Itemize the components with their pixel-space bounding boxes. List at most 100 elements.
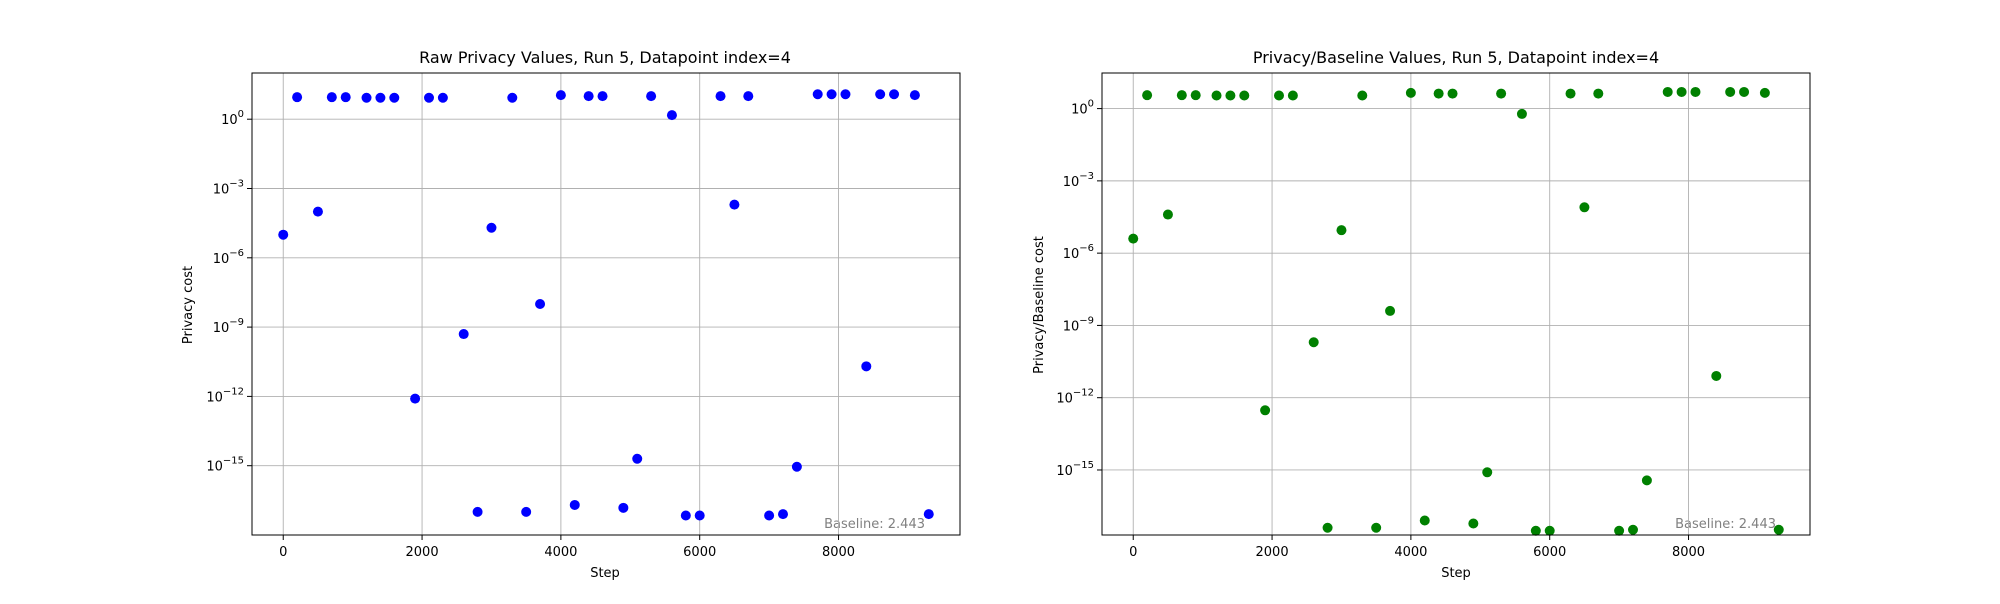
data-point (361, 92, 372, 103)
data-point (1260, 405, 1271, 416)
data-point (1725, 86, 1736, 97)
data-point (1516, 108, 1527, 119)
data-point (889, 89, 900, 100)
data-point (1759, 87, 1770, 98)
data-point (680, 510, 691, 521)
x-axis-ticks: 0 2000 4000 6000 8000 (279, 535, 855, 560)
data-point (1142, 90, 1153, 101)
data-point (1371, 522, 1382, 533)
data-point (1128, 233, 1139, 244)
y-axis-label: Privacy cost (181, 266, 196, 344)
data-point (1239, 90, 1250, 101)
data-point (1357, 90, 1368, 101)
chart-title: Privacy/Baseline Values, Run 5, Datapoin… (1253, 48, 1659, 67)
data-point (410, 393, 421, 404)
data-point (778, 509, 788, 520)
data-point (326, 92, 337, 103)
data-point (1225, 90, 1236, 101)
data-points (278, 89, 934, 521)
data-point (923, 509, 934, 520)
data-point (1739, 86, 1750, 97)
chart-title: Raw Privacy Values, Run 5, Datapoint ind… (419, 48, 791, 67)
data-point (1433, 88, 1444, 99)
data-point (278, 229, 289, 240)
plot-frame (251, 72, 961, 536)
data-point (375, 92, 386, 103)
data-point (909, 90, 920, 101)
data-point (535, 299, 546, 309)
data-point (729, 199, 740, 210)
data-point (1496, 88, 1507, 99)
data-point (555, 90, 566, 101)
data-point (694, 510, 705, 521)
y-tick-label: 10−12 (1056, 388, 1094, 407)
data-point (1773, 524, 1784, 535)
data-point (1565, 88, 1576, 99)
y-tick-label: 10−15 (206, 456, 244, 475)
y-tick-label: 10−9 (213, 317, 244, 336)
data-point (1641, 475, 1652, 486)
data-point (826, 89, 837, 100)
data-point (1662, 86, 1673, 97)
data-point (715, 91, 726, 102)
data-point (569, 499, 580, 510)
data-point (1176, 90, 1187, 101)
x-tick-label: 8000 (1672, 545, 1705, 560)
data-point (340, 92, 351, 103)
data-point (1405, 87, 1416, 98)
data-point (1579, 202, 1590, 213)
baseline-annotation: Baseline: 2.443 (1675, 517, 1776, 532)
data-point (1530, 525, 1541, 536)
y-tick-label: 10−6 (1063, 243, 1094, 262)
x-tick-label: 6000 (683, 545, 716, 560)
x-tick-label: 6000 (1533, 545, 1566, 560)
x-tick-label: 0 (279, 545, 287, 560)
data-points (1128, 86, 1784, 536)
privacy-baseline-panel: Privacy/Baseline Values, Run 5, Datapoin… (1032, 48, 1811, 581)
data-point (597, 91, 608, 102)
data-point (312, 206, 323, 217)
data-point (1385, 305, 1396, 316)
data-point (1322, 522, 1333, 533)
x-axis-ticks: 0 2000 4000 6000 8000 (1129, 535, 1705, 560)
baseline-annotation: Baseline: 2.443 (824, 517, 925, 532)
data-point (486, 222, 497, 233)
x-axis-label: Step (1441, 566, 1471, 581)
x-tick-label: 4000 (1394, 545, 1427, 560)
x-tick-label: 0 (1129, 545, 1137, 560)
data-point (666, 110, 677, 121)
y-axis-ticks: 10−15 10−12 10−9 10−6 10−3 100 (1056, 99, 1102, 479)
y-tick-label: 10−3 (213, 179, 244, 198)
data-point (472, 506, 483, 517)
data-point (861, 361, 872, 372)
x-tick-label: 2000 (406, 545, 439, 560)
raw-privacy-panel: Raw Privacy Values, Run 5, Datapoint ind… (181, 48, 961, 581)
y-tick-label: 10−9 (1063, 315, 1094, 334)
data-point (840, 89, 851, 100)
data-point (1676, 86, 1687, 97)
data-point (618, 502, 629, 513)
data-point (389, 92, 400, 103)
data-point (1468, 518, 1479, 529)
data-point (646, 91, 657, 102)
data-point (521, 506, 532, 517)
grid (1102, 73, 1810, 535)
x-axis-label: Step (590, 566, 620, 581)
data-point (1447, 88, 1458, 99)
data-point (764, 510, 775, 521)
x-tick-label: 8000 (822, 545, 855, 560)
plot-frame (1101, 72, 1811, 536)
data-point (292, 92, 303, 103)
data-point (1308, 337, 1319, 348)
data-point (1614, 525, 1625, 536)
data-point (1287, 90, 1298, 101)
data-point (1162, 209, 1173, 220)
data-point (791, 461, 802, 472)
data-point (743, 91, 754, 102)
y-tick-label: 10−12 (206, 386, 244, 405)
data-point (1593, 88, 1604, 99)
y-tick-label: 100 (221, 109, 244, 128)
data-point (458, 329, 469, 340)
